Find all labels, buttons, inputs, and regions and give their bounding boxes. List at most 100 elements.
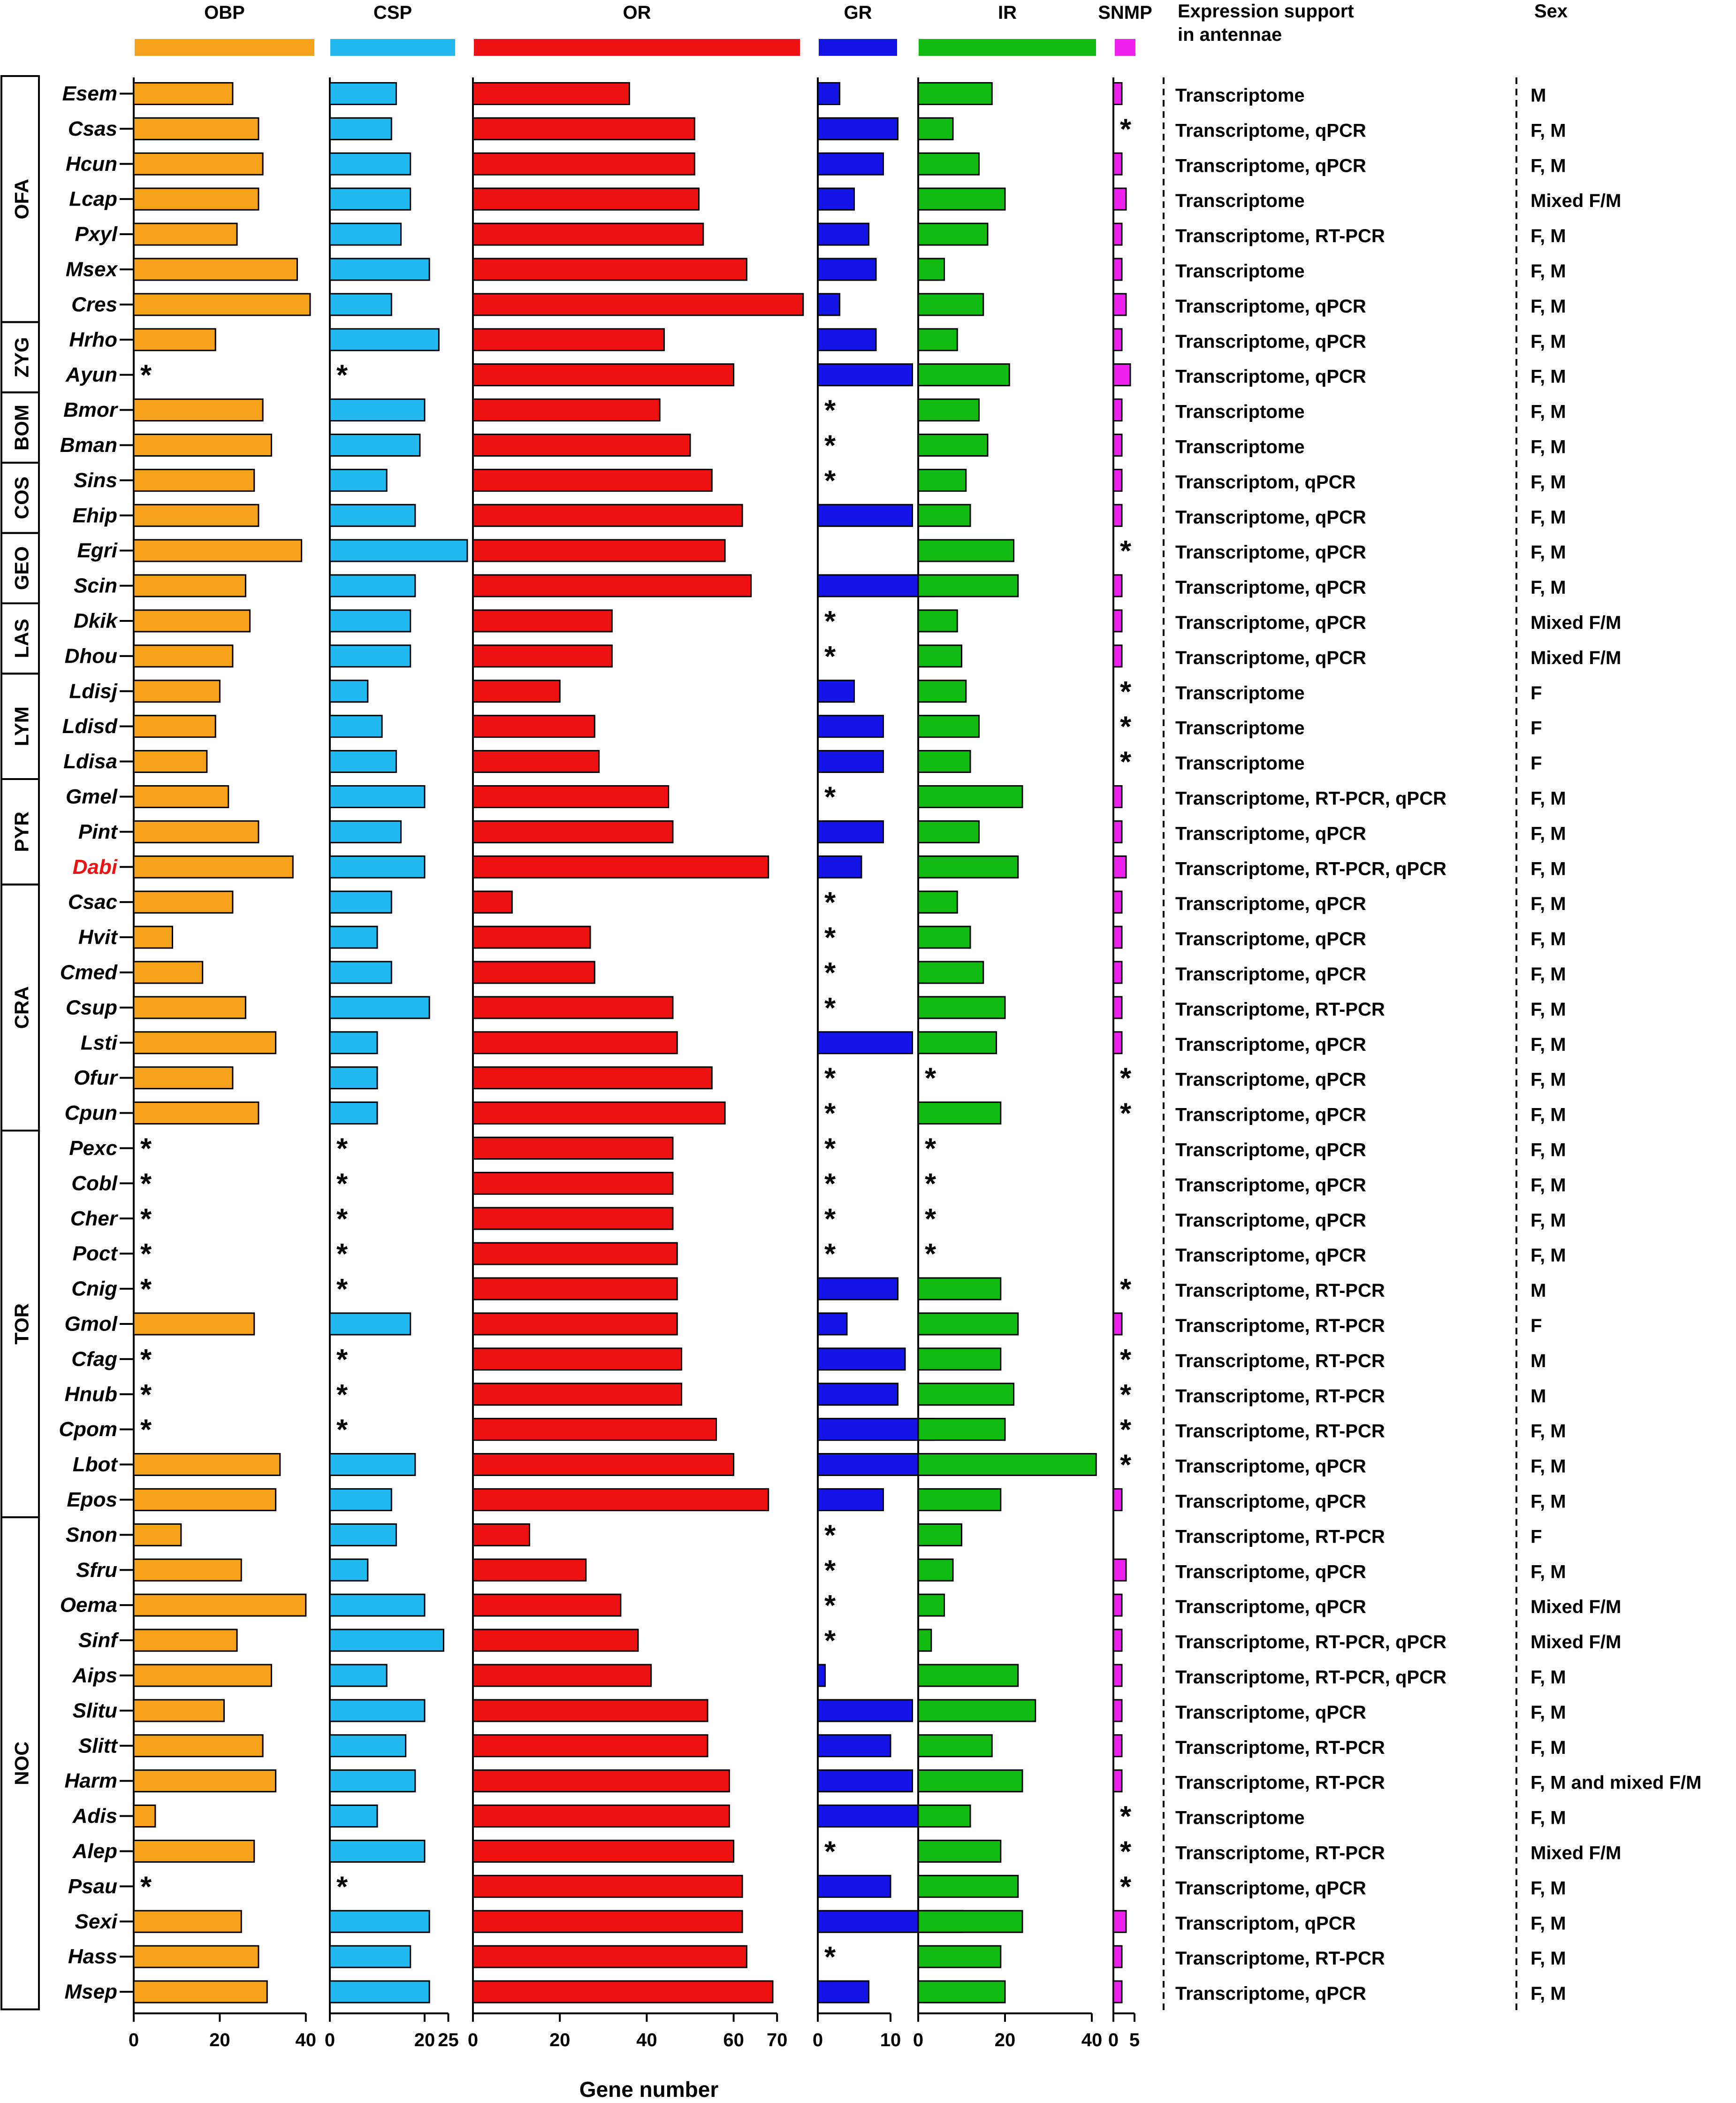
bar-or [472, 1347, 682, 1371]
bar-or [472, 1171, 674, 1195]
bar-csp [329, 328, 440, 352]
bar-or [472, 609, 613, 633]
expression-cell: Transcriptome, qPCR [1175, 1139, 1366, 1160]
bar-obp [133, 1312, 255, 1336]
species-label: Hass [68, 1945, 117, 1968]
sex-cell: F, M [1530, 1878, 1566, 1898]
bar-ir [917, 1277, 1002, 1300]
bar-obp [133, 715, 216, 738]
bar-ir [917, 222, 989, 246]
bar-csp [329, 609, 411, 633]
bar-gr [817, 820, 884, 843]
species-label: Ldisj [69, 680, 117, 703]
bar-csp [329, 1031, 378, 1055]
bar-csp [329, 1312, 411, 1336]
sex-cell: Mixed F/M [1530, 648, 1621, 668]
bar-snmp [1112, 187, 1127, 211]
bar-snmp [1112, 398, 1123, 422]
bar-or [472, 925, 591, 949]
bar-csp [329, 1523, 397, 1546]
sex-cell: M [1530, 1386, 1546, 1407]
expression-cell: Transcriptome, RT-PCR [1175, 1351, 1385, 1371]
missing-data-star: * [824, 1835, 836, 1868]
bar-ir [917, 680, 967, 703]
missing-data-star: * [1120, 1414, 1132, 1446]
bar-obp [133, 1629, 238, 1652]
species-label: Adis [72, 1805, 117, 1828]
species-label: Sfru [76, 1559, 117, 1582]
expression-cell: Transcriptom, qPCR [1175, 1913, 1356, 1934]
sex-cell: F, M [1530, 1139, 1566, 1160]
x-tick-label: 70 [767, 2030, 788, 2050]
bar-snmp [1112, 1980, 1123, 2004]
missing-data-star: * [140, 1344, 152, 1376]
species-label: Cpun [65, 1101, 117, 1124]
missing-data-star: * [336, 359, 348, 392]
missing-data-star: * [1120, 1273, 1132, 1306]
expression-header-line: in antennae [1178, 24, 1282, 45]
sex-cell: F, M [1530, 1702, 1566, 1723]
bar-or [472, 1593, 622, 1617]
x-tick-label: 0 [913, 2030, 923, 2050]
bar-or [472, 715, 595, 738]
bar-or [472, 1031, 678, 1055]
sex-cell: F, M [1530, 1737, 1566, 1758]
species-label: Csas [68, 117, 117, 140]
sex-cell: F, M [1530, 402, 1566, 422]
bar-csp [329, 1734, 407, 1758]
bar-obp [133, 539, 303, 562]
species-label: Csup [66, 996, 117, 1019]
missing-data-star: * [925, 1203, 937, 1235]
bar-obp [133, 328, 216, 352]
bar-obp [133, 1523, 182, 1546]
bar-or [472, 1734, 708, 1758]
panel-gr: **********************0 10 [813, 77, 964, 2050]
bar-ir [917, 258, 945, 281]
bar-gr [817, 1488, 884, 1511]
species-label: Cmed [60, 961, 118, 984]
bar-gr [817, 1874, 891, 1898]
bar-ir [917, 1418, 1006, 1441]
species-label: Ldisd [62, 715, 118, 738]
sex-cell: F, M [1530, 120, 1566, 141]
species-label: Cpom [59, 1418, 117, 1441]
species-label: Epos [67, 1488, 117, 1511]
panel-obp: **********0 20 40 [129, 77, 316, 2050]
species-label: Cres [71, 293, 117, 316]
expression-cell: Transcriptome, qPCR [1175, 155, 1366, 176]
bar-or [472, 1207, 674, 1230]
expression-cell: Transcriptome, RT-PCR, qPCR [1175, 1632, 1447, 1652]
bar-ir [917, 820, 980, 843]
family-label: GEO [11, 546, 33, 590]
species-label: Gmel [66, 785, 118, 808]
bar-gr [817, 1980, 869, 2004]
missing-data-star: * [336, 1871, 348, 1903]
species-label: Pint [78, 820, 118, 843]
expression-cell: Transcriptome, RT-PCR [1175, 1315, 1385, 1336]
missing-data-star: * [824, 1238, 836, 1270]
x-tick-label: 0 [129, 2030, 139, 2050]
missing-data-star: * [925, 1063, 937, 1095]
bar-snmp [1112, 996, 1123, 1019]
missing-data-star: * [824, 1132, 836, 1165]
sex-cell: M [1530, 1351, 1546, 1371]
expression-cell: Transcriptome, qPCR [1175, 964, 1366, 985]
sex-cell: Mixed F/M [1530, 1597, 1621, 1617]
expression-cell: Transcriptome, qPCR [1175, 1561, 1366, 1582]
bar-csp [329, 1664, 388, 1687]
missing-data-star: * [140, 1871, 152, 1903]
bar-csp [329, 1101, 378, 1125]
missing-data-star: * [140, 1238, 152, 1270]
expression-cell: Transcriptome [1175, 85, 1305, 106]
sex-cell: F [1530, 1315, 1542, 1336]
bar-or [472, 1664, 652, 1687]
bar-csp [329, 1805, 378, 1828]
bar-gr [817, 1453, 928, 1476]
bar-csp [329, 820, 402, 843]
expression-cell: Transcriptome, qPCR [1175, 542, 1366, 563]
bar-gr [817, 363, 913, 387]
species-label: Msex [66, 258, 118, 281]
bar-csp [329, 1488, 392, 1511]
missing-data-star: * [140, 1273, 152, 1306]
